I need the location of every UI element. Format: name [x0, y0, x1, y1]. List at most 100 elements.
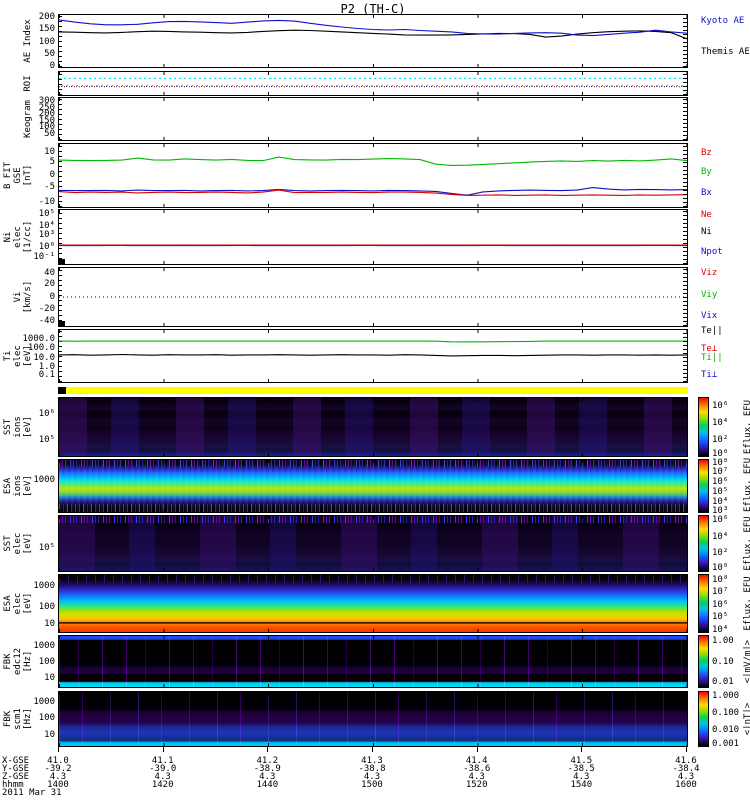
legend-ti-: Ti⊥	[701, 370, 718, 381]
colorbar	[698, 515, 709, 572]
y-tick-label: 10⁻¹	[33, 252, 55, 263]
y-tick-label: 10⁴	[38, 220, 55, 231]
y-tick-label: 300	[38, 95, 55, 106]
series-themis-ae	[59, 29, 687, 40]
y-tick-label: 10.0	[33, 353, 55, 364]
panel-ae-index: 200 150 100 50 0 AE Index Kyoto AE Themis AE	[23, 12, 750, 72]
colorbar-tick-label: 1.00	[712, 636, 734, 647]
panel-roi: ROI	[23, 71, 688, 96]
y-tick-label: 50	[44, 49, 55, 59]
y-axis-title: B FIT GSE [nT]	[3, 161, 33, 190]
x-tick-marks-bottom	[59, 323, 687, 326]
y-axis-title: FBK scm1 [Hz]	[3, 708, 33, 730]
y-tick-label: -10	[38, 196, 55, 207]
y-tick-label: 1000	[33, 475, 55, 486]
y-tick-label: 100	[38, 122, 55, 133]
colorbar-tick-label: 10⁵	[712, 612, 729, 623]
legend-themis-ae: Themis AE	[701, 47, 750, 58]
y-tick-label: 100.0	[27, 343, 55, 354]
y-axis-title: Ni elec [1/cc]	[3, 220, 33, 254]
x-tick-marks-bottom	[59, 743, 687, 746]
y-axis-title: AE Index	[23, 19, 33, 63]
y-tick-label: 10⁵	[38, 208, 55, 219]
esa-ions-spectrogram: 1000 ESA ions [eV] 10⁸ 10⁷ 10⁶ 10⁵ 10⁴ 10³ Eflux…	[3, 458, 750, 516]
legend-vix: Vix	[701, 311, 718, 322]
colorbar-tick-label: 10⁶	[712, 477, 729, 488]
x-tick-marks-bottom	[59, 92, 687, 95]
roi-plot	[59, 77, 687, 88]
x-tick-marks-bottom	[59, 684, 687, 687]
x-tick-marks-bottom	[59, 64, 687, 67]
x-tick-marks-top	[59, 516, 687, 519]
x-tick-marks-bottom	[59, 137, 687, 140]
axis-value-x: 41.2	[256, 756, 279, 766]
axis-value-y: -38.9	[253, 764, 281, 774]
axis-value-hh: 1600	[675, 780, 697, 790]
y-axis-title: ESA elec [eV]	[3, 592, 33, 615]
axis-value-y: -39.0	[149, 764, 177, 774]
legend-bx: Bx	[701, 187, 712, 198]
tex-vstreaks	[59, 636, 687, 687]
time-tick	[162, 747, 164, 752]
axis-value-hh: 1500	[361, 780, 383, 790]
y-tick-label: 10⁵	[38, 435, 55, 446]
axis-value-x: 41.5	[570, 756, 593, 766]
colorbar-tick-label: 10⁸	[712, 574, 729, 585]
y-tick-label: 100	[38, 657, 55, 667]
colorbar-tick-label: 10⁶	[712, 599, 729, 610]
legend-viz: Viz	[701, 267, 718, 278]
x-tick-marks-bottom	[59, 379, 687, 382]
y-axis-title: SST elec [eV]	[3, 532, 33, 555]
legend-ne: Ne	[701, 210, 712, 221]
y-tick-label: 1000	[33, 696, 55, 707]
y-tick-label: 40	[44, 267, 55, 278]
y-tick-label: 0	[49, 61, 55, 72]
y-tick-label: -5	[44, 182, 55, 193]
colorbar-tick-label: 10³	[712, 505, 729, 516]
legend-kyoto-ae: Kyoto AE	[701, 15, 745, 26]
axis-row-header-zgse: Z-GSE	[2, 772, 30, 782]
axis-value-y: -38.6	[463, 764, 491, 774]
colorbar	[698, 459, 709, 513]
t-plot	[59, 340, 687, 357]
y-tick-label: 10⁵	[38, 542, 55, 553]
axis-value-z: 4.3	[154, 772, 171, 782]
x-tick-marks-bottom	[59, 509, 687, 512]
colorbar-tick-label: 10²	[712, 435, 729, 446]
legend-ni: Ni	[701, 227, 712, 238]
time-tick	[581, 747, 583, 752]
y-tick-label: 10	[44, 730, 55, 741]
x-tick-marks-top	[59, 144, 687, 147]
time-tick	[476, 747, 478, 752]
time-tick	[686, 747, 687, 752]
axis-value-z: 4.3	[49, 772, 67, 782]
colorbar-tick-label: 10⁰	[712, 563, 729, 574]
series-kyoto-ae	[59, 19, 687, 37]
x-tick-marks-top	[59, 98, 687, 101]
axis-value-x: 41.6	[675, 756, 697, 766]
series-te-par	[59, 353, 687, 357]
axis-value-x: 41.1	[151, 756, 174, 766]
y-tick-label: 10³	[38, 229, 55, 240]
panel-b-fit-gse: 10 5 0 -5 -10 B FIT GSE [nT] Bz By Bx	[3, 143, 712, 208]
y-tick-label: -20	[38, 303, 55, 314]
colorbar	[698, 574, 709, 633]
sst-elec-spectrogram: 10⁵ SST elec [eV] 10⁶ 10⁴ 10² 10⁰ Eflux, EFU	[3, 515, 750, 573]
legend-bz: Bz	[701, 147, 712, 158]
axis-row-header-xgse: X-GSE	[2, 756, 30, 766]
axis-value-z: 4.3	[259, 772, 276, 782]
x-tick-marks-bottom	[59, 261, 687, 264]
y-tick-label: 0.1	[38, 370, 55, 381]
time-tick	[58, 747, 59, 752]
y-tick-label: 5	[49, 157, 55, 168]
y-tick-label: 150	[38, 24, 55, 35]
time-axis: X-GSE Y-GSE Z-GSE hhmm 2011 Mar 31 41.0-…	[0, 747, 750, 800]
axis-value-hh: 1440	[256, 780, 279, 790]
y-axis-title: SST ions [eV]	[3, 416, 33, 438]
colorbar	[698, 635, 709, 688]
colorbar-tick-label: 10⁷	[712, 467, 729, 478]
colorbar-unit-label: Eflux, EFU	[743, 457, 750, 512]
y-tick-label: 200	[38, 11, 55, 22]
colorbar-tick-label: 10⁶	[712, 400, 729, 411]
legend-ti-: Ti||	[701, 353, 723, 364]
